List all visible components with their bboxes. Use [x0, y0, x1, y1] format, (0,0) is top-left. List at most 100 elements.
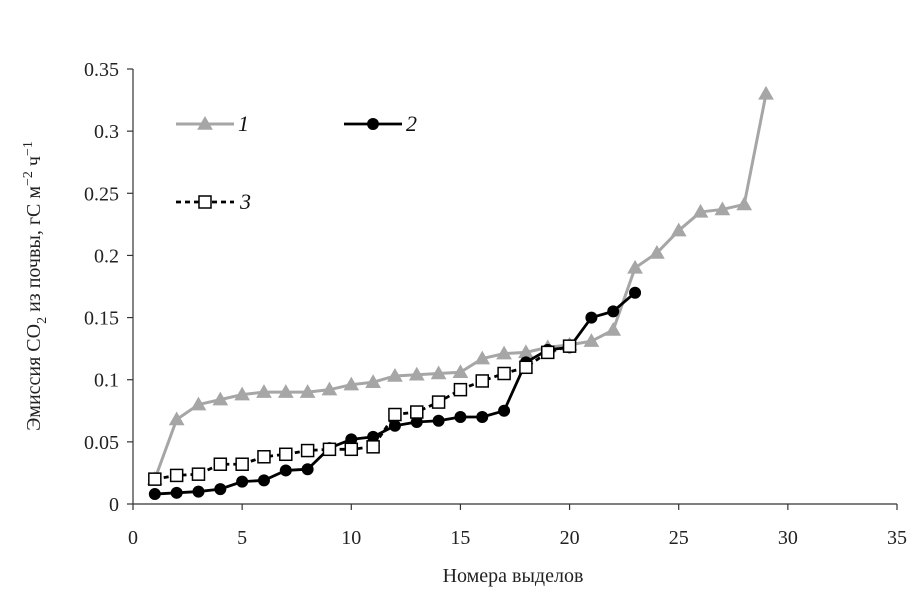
series-1-point [343, 376, 360, 391]
series-1-point [627, 259, 643, 274]
series-3-point [169, 468, 184, 483]
series-3-point [453, 382, 468, 397]
y-tick-label: 0.3 [94, 121, 119, 143]
series-2-point [498, 404, 511, 417]
series-1-point [583, 333, 600, 347]
y-axis-label-sup1: −2 [21, 171, 36, 186]
series-3-point [540, 345, 555, 360]
legend-marker-1 [197, 115, 213, 130]
series-2-point [214, 483, 227, 496]
series-3-line [154, 344, 570, 481]
series-1-point [714, 201, 731, 216]
series-1-point [168, 411, 185, 426]
series-3-point [562, 339, 577, 353]
axes [127, 68, 898, 510]
plot-area [146, 85, 774, 501]
y-tick-label: 0.2 [94, 245, 119, 267]
x-tick-label: 0 [128, 527, 138, 549]
series-1-point [670, 222, 687, 237]
legend-entry-1: 1 [176, 111, 249, 136]
series-3-point [322, 442, 337, 457]
tick-labels: 0 0.05 0.1 0.15 0.2 0.25 0.3 0.35 0 5 10 15 20 25 30 35 [84, 59, 907, 549]
legend-entry-3: 3 [176, 189, 251, 214]
x-tick-label: 20 [560, 527, 580, 549]
series-2-point [607, 305, 620, 318]
series-1-point [256, 384, 272, 398]
y-axis-label-middle: из почвы, гС м [23, 186, 45, 317]
x-tick-label: 35 [887, 527, 907, 549]
series-1-point [212, 391, 229, 406]
series-1-point [277, 384, 294, 398]
series-2-point [192, 485, 205, 498]
series-2-point [476, 411, 489, 423]
series-1-point [321, 381, 338, 396]
y-axis-label-sub: 2 [35, 317, 50, 324]
series-3-point [191, 467, 206, 481]
series-1-point [474, 350, 491, 365]
series-3-point [410, 405, 424, 419]
series-1-point [234, 386, 251, 401]
y-tick-label: 0.35 [84, 59, 119, 81]
series-1-point [758, 85, 774, 100]
x-tick-label: 30 [778, 527, 798, 549]
series-3-point [344, 442, 359, 457]
series-3-point [519, 360, 533, 375]
legend-marker-2 [367, 118, 379, 130]
series-3-point [388, 407, 402, 422]
y-tick-label: 0 [109, 494, 119, 516]
legend-marker-3 [198, 195, 212, 209]
series-1-point [408, 366, 425, 381]
series-2-point [148, 488, 161, 501]
y-tick-label: 0.25 [84, 183, 119, 205]
series-1-point [387, 367, 403, 382]
series-1-point [605, 321, 622, 336]
series-1 [146, 85, 774, 485]
legend: 1 2 3 [176, 111, 417, 214]
series-2-point [301, 463, 314, 476]
series-1-point [649, 244, 665, 259]
legend-entry-2: 2 [344, 111, 417, 136]
series-2-point [345, 433, 358, 446]
series-1-point [452, 364, 469, 379]
series-2-point [388, 419, 401, 432]
series-2-point [432, 414, 445, 427]
y-tick-label: 0.15 [84, 308, 119, 330]
series-3-point [366, 440, 380, 454]
y-tick-label: 0.1 [94, 370, 119, 392]
series-3-point [431, 395, 446, 409]
series-2-point [279, 464, 292, 477]
legend-label-2: 2 [406, 111, 417, 136]
series-3-point [235, 457, 249, 471]
series-2-point [257, 474, 270, 487]
series-2-point [236, 475, 249, 488]
series-2-point [410, 415, 423, 428]
y-tick-label: 0.05 [84, 432, 119, 454]
y-axis-label-sup2: −1 [21, 141, 36, 156]
series-1-point [190, 396, 207, 411]
series-1-point [299, 384, 316, 398]
series-3 [148, 339, 577, 486]
x-tick-label: 5 [237, 527, 247, 549]
series-3-point [148, 472, 162, 486]
series-2-point [454, 411, 467, 423]
series-3-point [257, 450, 271, 464]
legend-label-3: 3 [239, 189, 251, 214]
y-axis-label: Эмиссия CO2 из почвы, гС м−2 ч−1 [21, 141, 50, 431]
series-1-point [365, 374, 381, 388]
series-3-point [213, 457, 228, 471]
series-3-point [279, 447, 293, 462]
series-2-point [585, 311, 598, 324]
series-3-point [497, 366, 511, 381]
series-3-point [300, 443, 315, 458]
x-axis-label: Номера выделов [443, 565, 584, 587]
series-2-point [170, 486, 183, 499]
y-axis-label-prefix: Эмиссия CO [23, 324, 45, 431]
series-1-point [736, 196, 753, 211]
series-2-point [629, 286, 642, 299]
x-tick-label: 10 [341, 527, 361, 549]
series-3-point [475, 374, 490, 388]
x-tick-label: 15 [450, 527, 470, 549]
series-2-point [367, 430, 380, 443]
series-1-point [496, 345, 512, 360]
